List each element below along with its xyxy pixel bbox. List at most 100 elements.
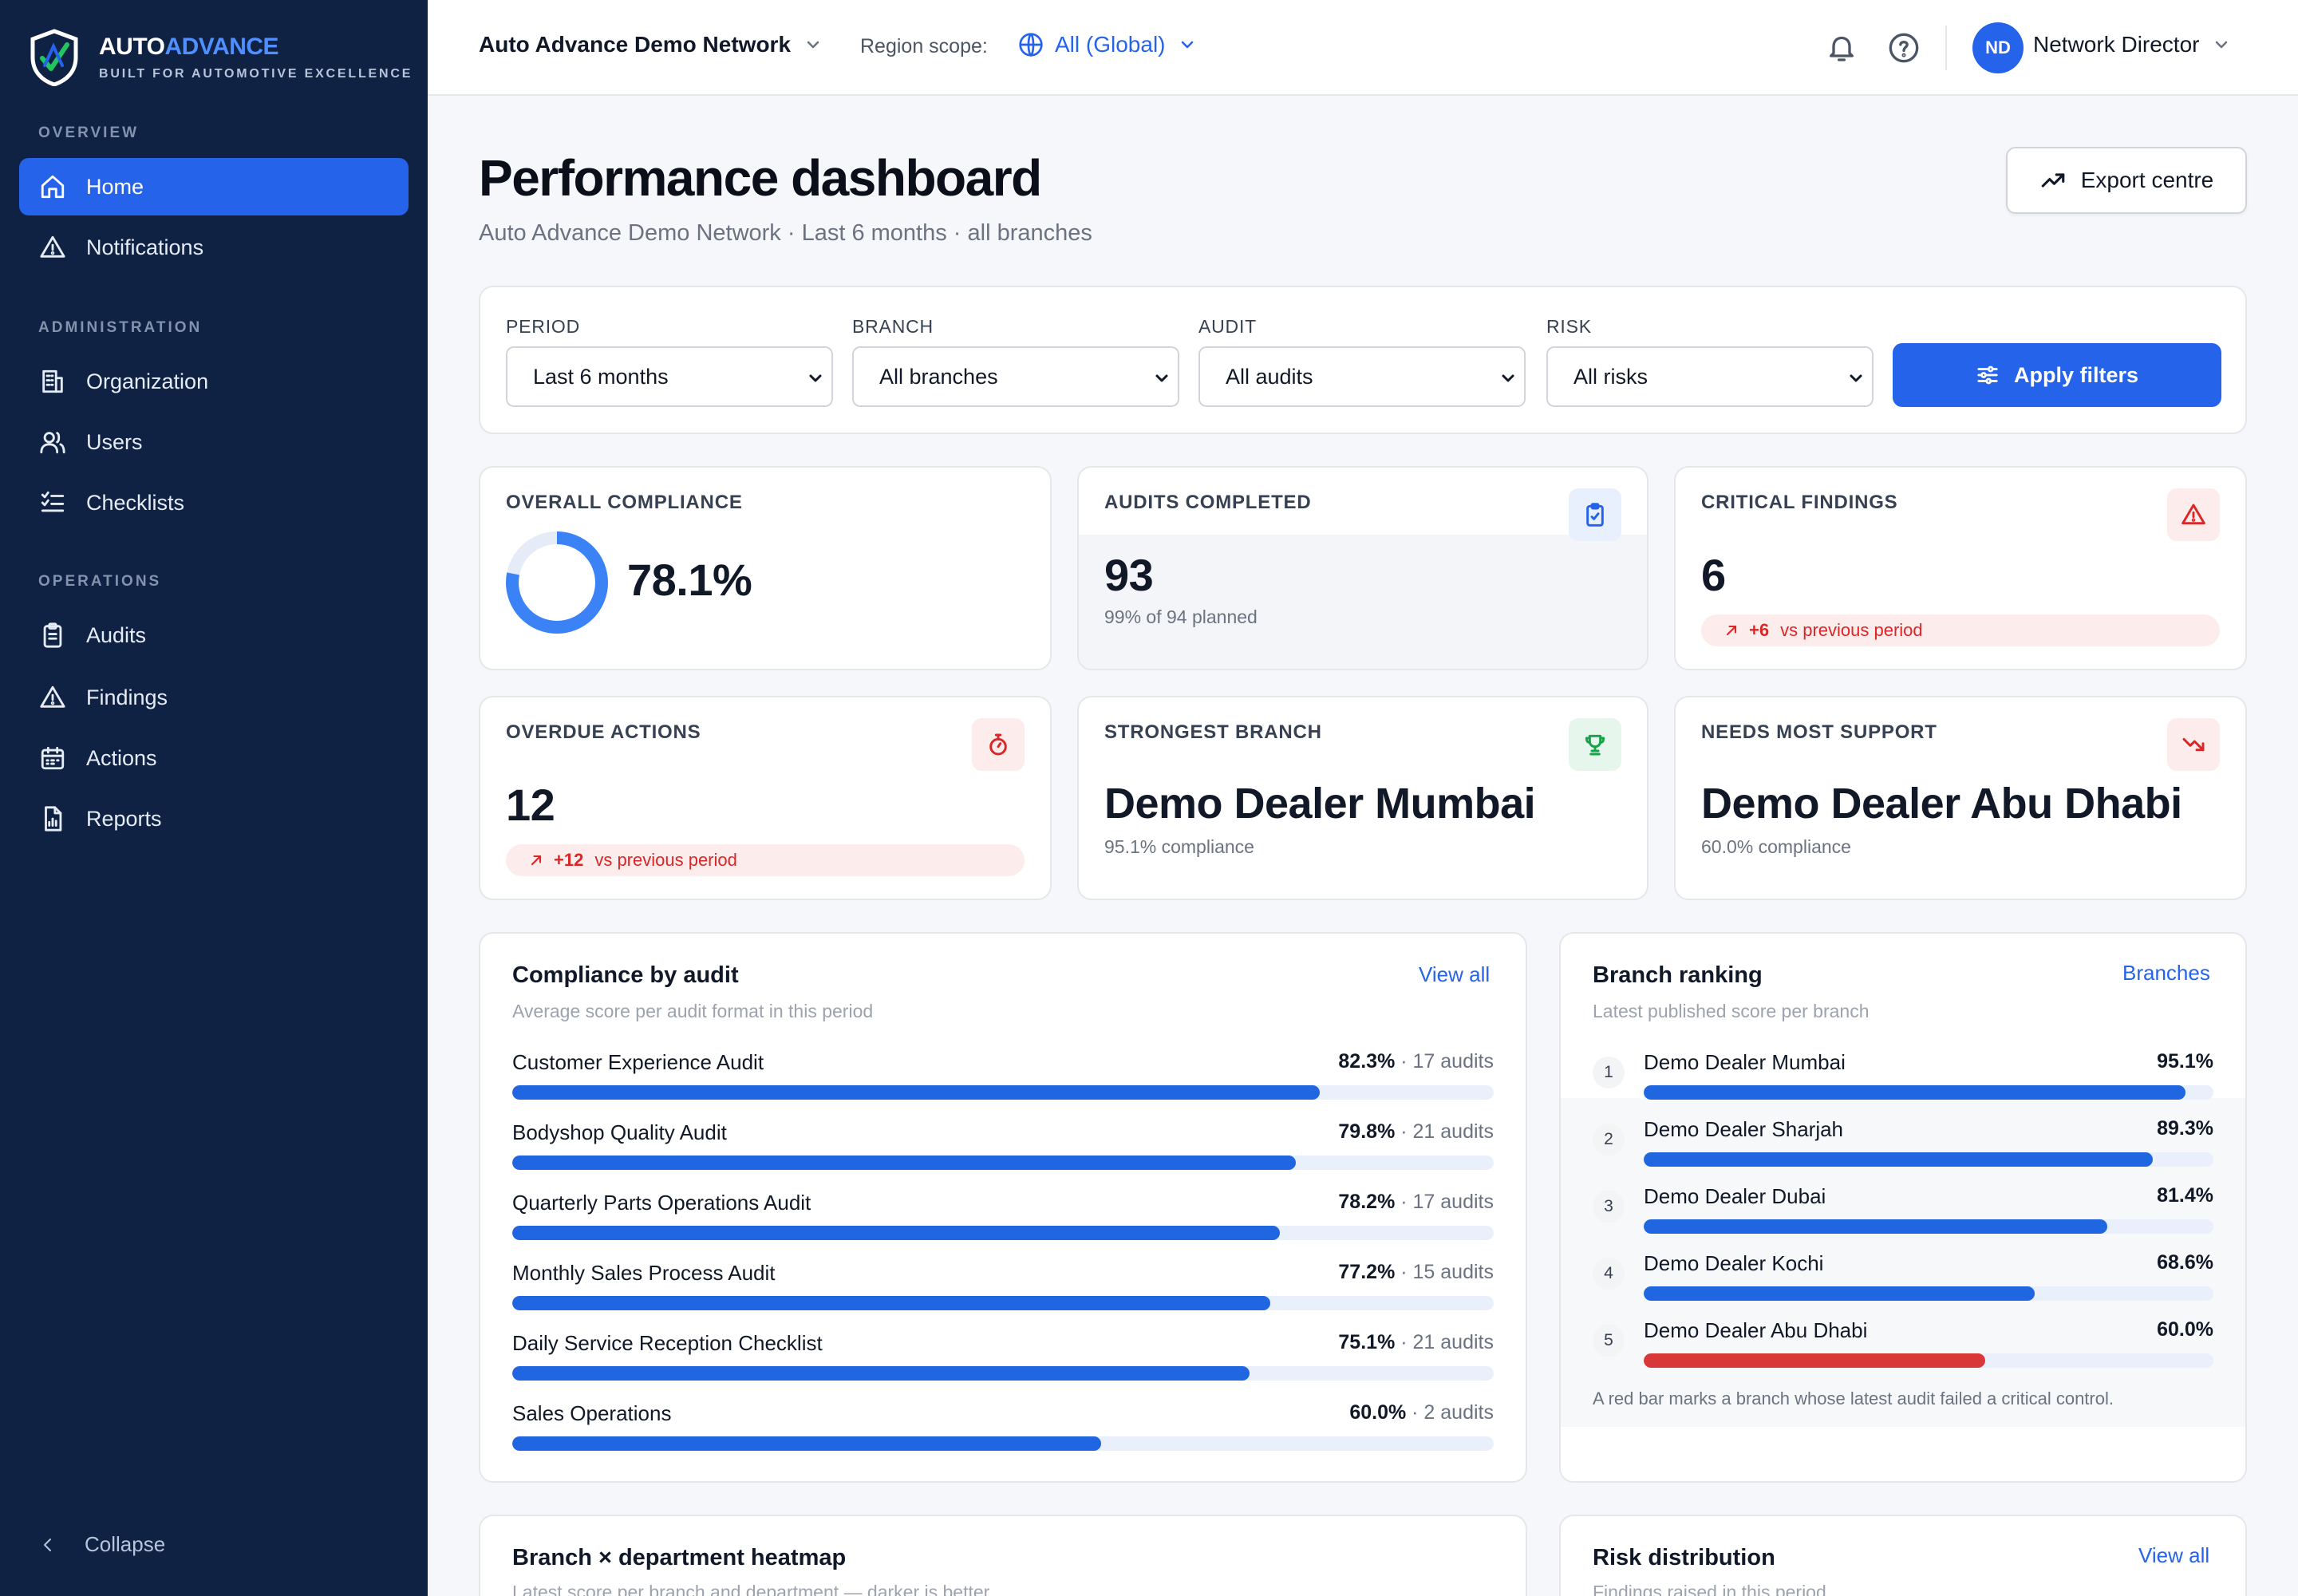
view-all-risk-link[interactable]: View all [2138,1543,2210,1567]
sidebar-item-label: Organization [86,369,209,393]
audit-select[interactable]: All audits [1198,346,1526,407]
chevron-down-icon [1182,41,1194,49]
brand-tagline: BUILT FOR AUTOMOTIVE EXCELLENCE [99,67,413,81]
audit-score-bar [512,1226,1280,1240]
brand[interactable]: AUTOADVANCE BUILT FOR AUTOMOTIVE EXCELLE… [29,29,413,86]
bell-icon[interactable] [1826,32,1858,64]
export-label: Export centre [2080,168,2214,192]
branch-score: 95.1% [2157,1050,2213,1073]
audit-score-bar [512,1085,1321,1100]
kpi-sub: 60.0% compliance [1701,836,1851,857]
collapse-button[interactable]: Collapse [38,1532,165,1557]
trending-up-icon [2041,173,2065,188]
sidebar-item-label: Users [86,429,143,454]
sidebar-item-label: Actions [86,745,157,770]
apply-filters-button[interactable]: Apply filters [1893,343,2221,407]
apply-filters-label: Apply filters [2013,362,2139,387]
branch-name[interactable]: Demo Dealer Abu Dhabi [1644,1318,1868,1342]
users-icon [38,428,67,456]
kpi-value: 93 [1104,550,1154,600]
audit-row-score: 79.8% · 21 audits [1338,1120,1494,1144]
arrow-up-right-icon [1726,625,1737,636]
sidebar-item-label: Reports [86,806,162,831]
audit-score-track [512,1296,1494,1310]
kpi-label: OVERALL COMPLIANCE [506,492,743,513]
branch-score: 89.3% [2157,1117,2213,1140]
audit-count: · 21 audits [1400,1120,1494,1143]
audit-score-value: 78.2% [1338,1191,1396,1213]
audit-row-name: Customer Experience Audit [512,1050,764,1074]
chevron-down-icon [2216,41,2228,49]
region-scope-selector[interactable]: All (Global) [1018,32,1197,57]
audit-count: · 15 audits [1400,1261,1494,1283]
audit-row-score: 78.2% · 17 audits [1338,1191,1494,1214]
kpi-value: 78.1% [627,555,752,605]
sidebar-item-label: Home [86,174,144,199]
topbar-divider [1945,26,1947,70]
rank-number: 5 [1593,1325,1625,1357]
sidebar-item-checklists[interactable]: Checklists [19,474,409,531]
sidebar-item-label: Notifications [86,235,204,259]
avatar[interactable]: ND [1972,22,2024,73]
chevron-down-icon [1850,374,1862,382]
branch-score-bar [1644,1152,2153,1167]
audit-row-name: Monthly Sales Process Audit [512,1261,776,1285]
audit-row-name: Sales Operations [512,1401,672,1425]
export-centre-button[interactable]: Export centre [2006,147,2247,214]
audit-score-value: 75.1% [1338,1331,1396,1353]
kpi-value: 12 [506,780,555,830]
nav-section-operations: OPERATIONS [38,573,162,590]
sidebar-item-reports[interactable]: Reports [19,790,409,847]
branch-name[interactable]: Demo Dealer Kochi [1644,1251,1824,1275]
help-icon[interactable] [1888,32,1920,64]
view-all-audits-link[interactable]: View all [1419,962,1491,986]
audit-row-name: Daily Service Reception Checklist [512,1331,823,1355]
nav-section-administration: ADMINISTRATION [38,319,203,336]
sidebar-item-audits[interactable]: Audits [19,606,409,664]
sliders-icon [1977,365,1998,385]
risk-select[interactable]: All risks [1546,346,1874,407]
globe-icon [1019,33,1043,57]
branch-name[interactable]: Demo Dealer Sharjah [1644,1117,1844,1141]
audit-row-name: Bodyshop Quality Audit [512,1120,727,1144]
branch-name[interactable]: Demo Dealer Mumbai [1644,1050,1846,1074]
sidebar-item-label: Checklists [86,490,185,515]
sidebar-item-findings[interactable]: Findings [19,669,409,726]
audit-score-value: 60.0% [1349,1401,1407,1424]
audit-score-value: 82.3% [1338,1050,1396,1073]
audit-row-score: 82.3% · 17 audits [1338,1050,1494,1073]
user-menu[interactable]: Network Director [2033,32,2231,57]
audit-score-track [512,1085,1494,1100]
arrow-up-right-icon [531,855,542,866]
period-select[interactable]: Last 6 months [506,346,833,407]
audit-score-track [512,1366,1494,1381]
kpi-label: STRONGEST BRANCH [1104,721,1322,743]
audit-count: · 2 audits [1412,1401,1494,1424]
network-selector[interactable]: Auto Advance Demo Network [479,32,823,57]
clipboard-check-icon [1569,488,1621,541]
branch-select[interactable]: All branches [852,346,1179,407]
branch-score-track [1644,1353,2213,1368]
branch-score-bar [1644,1286,2035,1301]
delta-value: +6 [1749,620,1770,640]
sidebar-item-notifications[interactable]: Notifications [19,219,409,276]
compliance-donut-arc [506,531,608,634]
branch-score-track [1644,1219,2213,1234]
audit-count: · 17 audits [1400,1191,1494,1213]
audit-count: · 17 audits [1400,1050,1494,1073]
sidebar-item-organization[interactable]: Organization [19,353,409,410]
branch-name[interactable]: Demo Dealer Dubai [1644,1184,1826,1208]
audit-score-bar [512,1296,1270,1310]
sidebar-item-actions[interactable]: Actions [19,729,409,787]
calendar-icon [38,744,67,772]
audit-score-bar [512,1156,1296,1170]
branches-link[interactable]: Branches [2122,961,2210,985]
panel-subtitle: Average score per audit format in this p… [512,1001,874,1021]
delta-text: vs previous period [594,850,737,870]
sidebar-item-home[interactable]: Home [19,158,409,215]
risk-select-value: All risks [1573,364,1648,389]
branch-score-bar [1644,1219,2108,1234]
sidebar-item-users[interactable]: Users [19,413,409,471]
kpi-value: Demo Dealer Abu Dhabi [1701,780,2182,828]
ranking-note: A red bar marks a branch whose latest au… [1593,1389,2114,1408]
